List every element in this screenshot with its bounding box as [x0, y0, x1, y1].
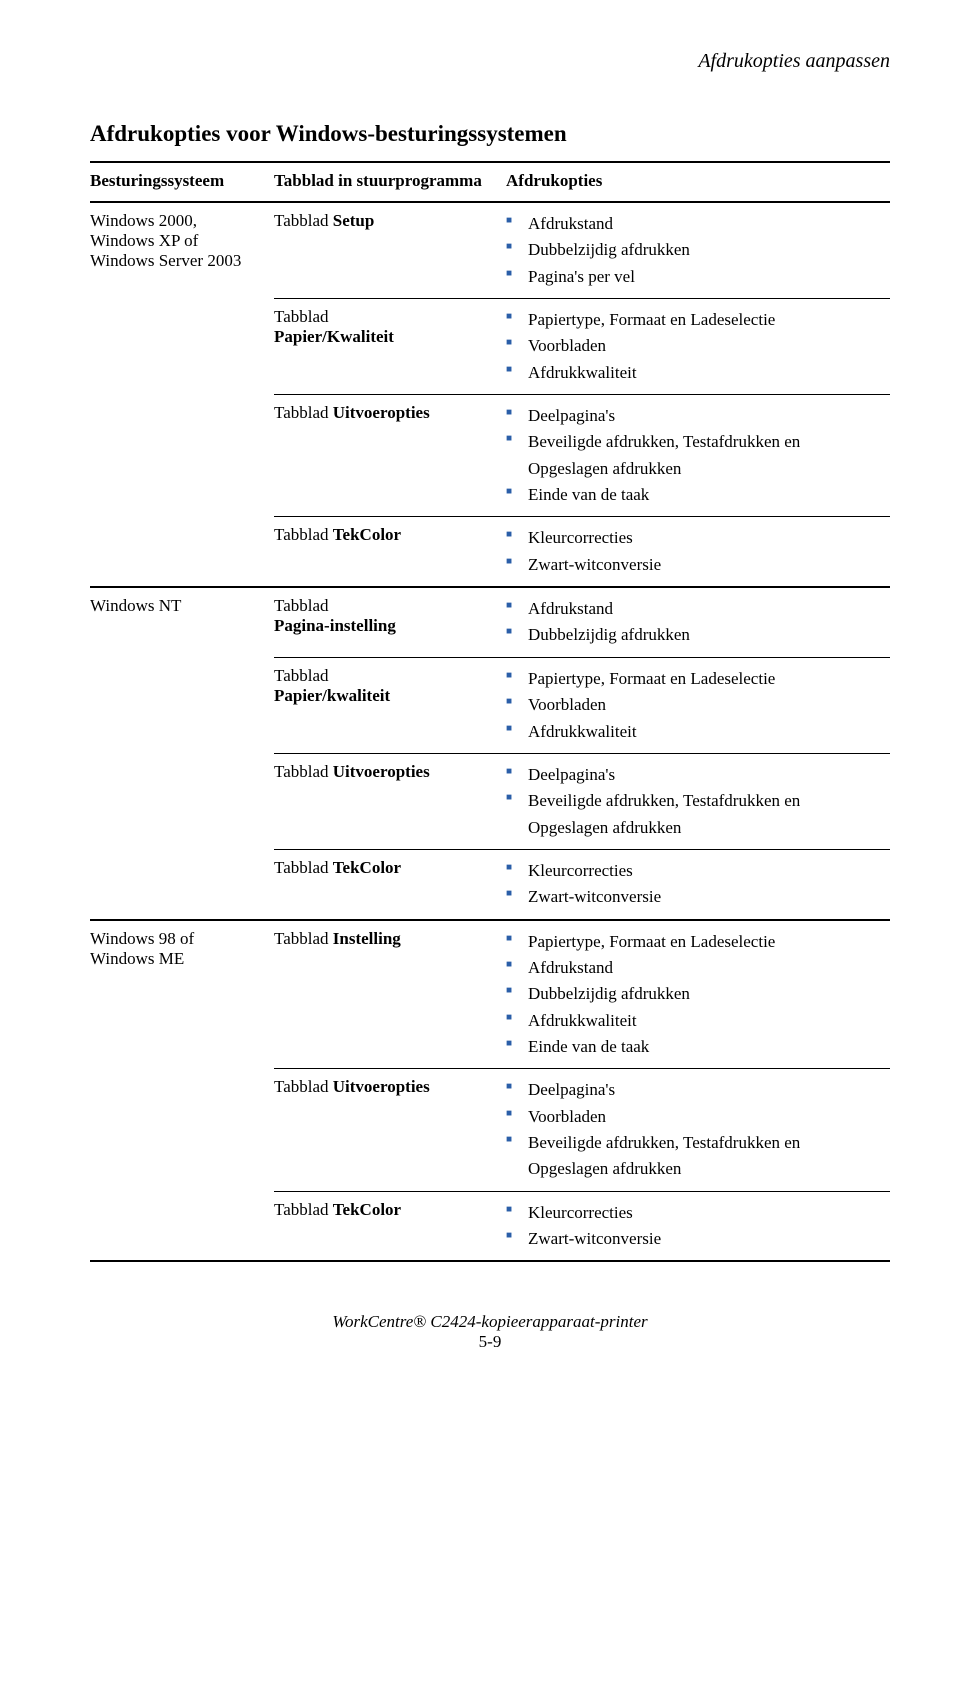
- opts-cell: Deelpagina'sVoorbladenBeveiligde afdrukk…: [506, 1069, 890, 1191]
- option-item: Voorbladen: [506, 333, 878, 359]
- option-item: Papiertype, Formaat en Ladeselectie: [506, 666, 878, 692]
- option-item: Voorbladen: [506, 692, 878, 718]
- option-item: Einde van de taak: [506, 482, 878, 508]
- footer: WorkCentre® C2424-kopieerapparaat-printe…: [90, 1312, 890, 1352]
- footer-page: 5-9: [479, 1332, 502, 1351]
- section-title: Afdrukopties voor Windows-besturingssyst…: [90, 121, 890, 147]
- os-cell: Windows 2000, Windows XP of Windows Serv…: [90, 202, 274, 587]
- th-os: Besturingssysteem: [90, 162, 274, 202]
- option-item: Deelpagina's: [506, 762, 878, 788]
- option-item: Kleurcorrecties: [506, 525, 878, 551]
- option-item: Kleurcorrecties: [506, 1200, 878, 1226]
- option-item: Kleurcorrecties: [506, 858, 878, 884]
- os-cell: Windows 98 of Windows ME: [90, 920, 274, 1262]
- tab-cell: Tabblad TekColor: [274, 849, 506, 919]
- opts-cell: Papiertype, Formaat en LadeselectieVoorb…: [506, 299, 890, 395]
- option-item: Beveiligde afdrukken, Testafdrukken en O…: [506, 429, 878, 482]
- option-item: Afdrukkwaliteit: [506, 360, 878, 386]
- option-item: Zwart-witconversie: [506, 884, 878, 910]
- tab-cell: TabbladPapier/kwaliteit: [274, 657, 506, 753]
- opts-cell: AfdrukstandDubbelzijdig afdrukkenPagina'…: [506, 202, 890, 299]
- opts-cell: KleurcorrectiesZwart-witconversie: [506, 517, 890, 587]
- tab-cell: Tabblad Uitvoeropties: [274, 1069, 506, 1191]
- os-cell: Windows NT: [90, 587, 274, 919]
- th-tab: Tabblad in stuurprogramma: [274, 162, 506, 202]
- option-item: Papiertype, Formaat en Ladeselectie: [506, 307, 878, 333]
- page-header: Afdrukopties aanpassen: [90, 50, 890, 73]
- opts-cell: KleurcorrectiesZwart-witconversie: [506, 1191, 890, 1261]
- tab-cell: TabbladPapier/Kwaliteit: [274, 299, 506, 395]
- option-item: Dubbelzijdig afdrukken: [506, 981, 878, 1007]
- footer-text: WorkCentre® C2424-kopieerapparaat-printe…: [332, 1312, 647, 1331]
- option-item: Pagina's per vel: [506, 264, 878, 290]
- option-item: Dubbelzijdig afdrukken: [506, 622, 878, 648]
- tab-cell: Tabblad TekColor: [274, 517, 506, 587]
- opts-cell: AfdrukstandDubbelzijdig afdrukken: [506, 587, 890, 657]
- option-item: Afdrukkwaliteit: [506, 1008, 878, 1034]
- option-item: Dubbelzijdig afdrukken: [506, 237, 878, 263]
- opts-cell: KleurcorrectiesZwart-witconversie: [506, 849, 890, 919]
- tab-cell: Tabblad TekColor: [274, 1191, 506, 1261]
- option-item: Beveiligde afdrukken, Testafdrukken en O…: [506, 788, 878, 841]
- table-row: Windows 98 of Windows METabblad Instelli…: [90, 920, 890, 1069]
- option-item: Afdrukkwaliteit: [506, 719, 878, 745]
- option-item: Einde van de taak: [506, 1034, 878, 1060]
- option-item: Voorbladen: [506, 1104, 878, 1130]
- option-item: Deelpagina's: [506, 403, 878, 429]
- option-item: Deelpagina's: [506, 1077, 878, 1103]
- th-opts: Afdrukopties: [506, 162, 890, 202]
- table-row: Windows 2000, Windows XP of Windows Serv…: [90, 202, 890, 299]
- option-item: Papiertype, Formaat en Ladeselectie: [506, 929, 878, 955]
- tab-cell: Tabblad Instelling: [274, 920, 506, 1069]
- option-item: Zwart-witconversie: [506, 1226, 878, 1252]
- opts-cell: Deelpagina'sBeveiligde afdrukken, Testaf…: [506, 395, 890, 517]
- options-table: Besturingssysteem Tabblad in stuurprogra…: [90, 161, 890, 1262]
- option-item: Afdrukstand: [506, 596, 878, 622]
- table-row: Windows NTTabbladPagina-instellingAfdruk…: [90, 587, 890, 657]
- option-item: Beveiligde afdrukken, Testafdrukken en O…: [506, 1130, 878, 1183]
- tab-cell: Tabblad Uitvoeropties: [274, 753, 506, 849]
- option-item: Afdrukstand: [506, 211, 878, 237]
- tab-cell: Tabblad Uitvoeropties: [274, 395, 506, 517]
- opts-cell: Papiertype, Formaat en LadeselectieVoorb…: [506, 657, 890, 753]
- opts-cell: Papiertype, Formaat en LadeselectieAfdru…: [506, 920, 890, 1069]
- opts-cell: Deelpagina'sBeveiligde afdrukken, Testaf…: [506, 753, 890, 849]
- tab-cell: Tabblad Setup: [274, 202, 506, 299]
- option-item: Zwart-witconversie: [506, 552, 878, 578]
- tab-cell: TabbladPagina-instelling: [274, 587, 506, 657]
- option-item: Afdrukstand: [506, 955, 878, 981]
